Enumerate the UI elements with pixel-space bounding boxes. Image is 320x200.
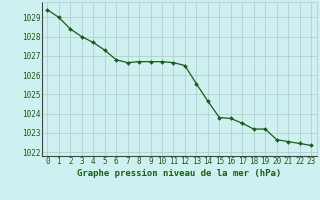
X-axis label: Graphe pression niveau de la mer (hPa): Graphe pression niveau de la mer (hPa) [77,169,281,178]
